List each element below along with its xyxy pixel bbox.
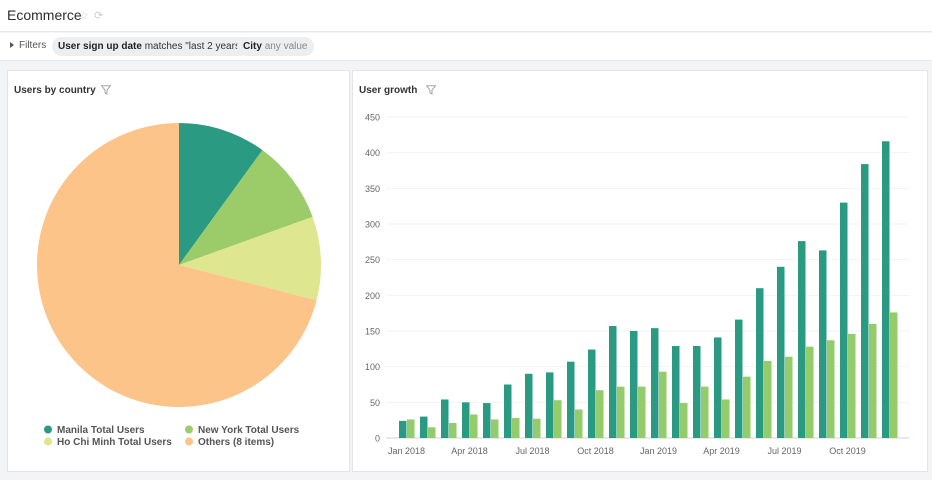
filters-toggle[interactable]: Filters [19, 40, 47, 51]
x-tick-label: Oct 2019 [829, 446, 866, 456]
bar-series1-2018-06[interactable] [504, 384, 512, 439]
y-tick-label: 450 [365, 113, 380, 123]
x-tick-label: Oct 2018 [577, 446, 614, 456]
y-tick-label: 200 [365, 291, 380, 301]
pie-slice-1[interactable] [179, 150, 313, 265]
legend-swatch [44, 425, 52, 434]
y-tick-label: 250 [365, 255, 380, 265]
bar-series2-2018-08[interactable] [554, 400, 562, 438]
x-tick-label: Jan 2018 [388, 446, 425, 456]
refresh-icon[interactable]: ⟳ [94, 10, 104, 22]
pie-slice-0[interactable] [179, 123, 263, 265]
bar-series2-2019-11[interactable] [869, 323, 877, 438]
bar-series1-2019-03[interactable] [693, 345, 701, 438]
bar-series2-2019-06[interactable] [764, 360, 772, 438]
bar-series2-2018-11[interactable] [617, 386, 625, 438]
bar-series1-2019-01[interactable] [651, 328, 659, 438]
bar-series1-2019-12[interactable] [882, 141, 890, 438]
bar-series1-2018-02[interactable] [420, 416, 428, 438]
pie-slice-2[interactable] [179, 216, 321, 301]
bar-series2-2019-04[interactable] [722, 399, 730, 438]
bar-series1-2019-09[interactable] [819, 250, 827, 438]
bar-series2-2018-09[interactable] [575, 409, 583, 438]
bar-series1-2019-06[interactable] [756, 288, 764, 438]
filter-chip-condition: matches "last 2 years" [144, 41, 244, 52]
bar-series1-2019-04[interactable] [714, 337, 722, 438]
bar-series1-2018-12[interactable] [630, 331, 638, 438]
bar-series1-2018-11[interactable] [609, 326, 617, 438]
bar-series1-2018-01[interactable] [399, 420, 407, 438]
legend-swatch [44, 437, 52, 446]
filter-icon[interactable] [426, 85, 436, 95]
bar-series1-2019-02[interactable] [672, 345, 680, 438]
panel-title: User growth [359, 85, 418, 96]
caret-right-icon[interactable] [10, 42, 14, 48]
bar-series2-2018-04[interactable] [470, 414, 478, 438]
bar-series2-2019-01[interactable] [659, 371, 667, 438]
bar-series2-2019-03[interactable] [701, 386, 709, 438]
bar-series2-2019-08[interactable] [806, 346, 814, 438]
bar-series2-2019-02[interactable] [680, 403, 688, 438]
legend-label: Ho Chi Minh Total Users [57, 437, 172, 448]
bar-series2-2019-12[interactable] [890, 312, 898, 438]
legend-swatch [185, 425, 193, 434]
bar-series2-2018-06[interactable] [512, 418, 520, 438]
bar-series2-2019-09[interactable] [827, 340, 835, 438]
filter-chip-signup-date[interactable]: User sign up date matches "last 2 years" [52, 37, 250, 56]
filter-chip-city[interactable]: City any value [237, 37, 314, 56]
x-tick-label: Apr 2018 [451, 446, 488, 456]
x-tick-label: Jul 2019 [767, 446, 801, 456]
bar-series2-2018-05[interactable] [491, 419, 499, 438]
legend-label: New York Total Users [198, 425, 300, 436]
bar-series2-2018-12[interactable] [638, 386, 646, 438]
filter-chip-field: User sign up date [58, 41, 142, 52]
y-tick-label: 350 [365, 184, 380, 194]
y-tick-label: 300 [365, 220, 380, 230]
legend-swatch [185, 437, 193, 446]
bar-series1-2019-07[interactable] [777, 266, 785, 438]
star-icon[interactable]: ☆ [79, 10, 89, 22]
y-tick-label: 150 [365, 327, 380, 337]
bar-series2-2018-02[interactable] [428, 427, 436, 438]
bar-series2-2018-10[interactable] [596, 390, 604, 438]
bar-series1-2018-07[interactable] [525, 373, 533, 438]
panel-title: Users by country [14, 85, 96, 96]
bar-series2-2018-03[interactable] [449, 423, 457, 438]
pie-chart: Manila Total Users New York Total Users Ho… [37, 123, 321, 448]
y-tick-label: 100 [365, 362, 380, 372]
bar-series1-2018-09[interactable] [567, 361, 575, 438]
filter-chip-condition: any value [264, 41, 308, 52]
bar-series2-2019-07[interactable] [785, 356, 793, 438]
legend-label: Others (8 items) [198, 437, 274, 448]
bar-series1-2018-10[interactable] [588, 349, 596, 438]
bar-series1-2019-10[interactable] [840, 202, 848, 438]
y-tick-label: 0 [375, 434, 380, 444]
bar-series2-2018-07[interactable] [533, 418, 541, 438]
dashboard-header: Ecommerce ☆ ⟳ [0, 0, 932, 32]
bar-series1-2018-08[interactable] [546, 372, 554, 438]
x-tick-label: Jul 2018 [515, 446, 549, 456]
bar-series1-2019-08[interactable] [798, 241, 806, 438]
pie-slice-3[interactable] [37, 123, 317, 407]
y-tick-label: 400 [365, 148, 380, 158]
bar-series1-2018-04[interactable] [462, 402, 470, 438]
filter-chip-field: City [243, 41, 262, 52]
bar-series1-2018-03[interactable] [441, 399, 449, 438]
bar-series1-2018-05[interactable] [483, 403, 491, 438]
x-tick-label: Jan 2019 [640, 446, 677, 456]
bar-series2-2018-01[interactable] [407, 419, 415, 438]
filters-bar: Filters User sign up date matches "last … [0, 33, 932, 61]
dashboard-title: Ecommerce [7, 7, 82, 23]
y-tick-label: 50 [370, 398, 380, 408]
bar-series1-2019-11[interactable] [861, 164, 869, 438]
bar-series2-2019-05[interactable] [743, 376, 751, 438]
x-tick-label: Apr 2019 [703, 446, 740, 456]
bar-chart: 0 50 100 150 200 250 300 350 400 450 Jan 2018 Apr 2… [365, 113, 909, 456]
legend-label: Manila Total Users [57, 425, 145, 436]
filter-icon[interactable] [101, 85, 111, 95]
bar-series1-2019-05[interactable] [735, 319, 743, 438]
bar-series2-2019-10[interactable] [848, 333, 856, 438]
